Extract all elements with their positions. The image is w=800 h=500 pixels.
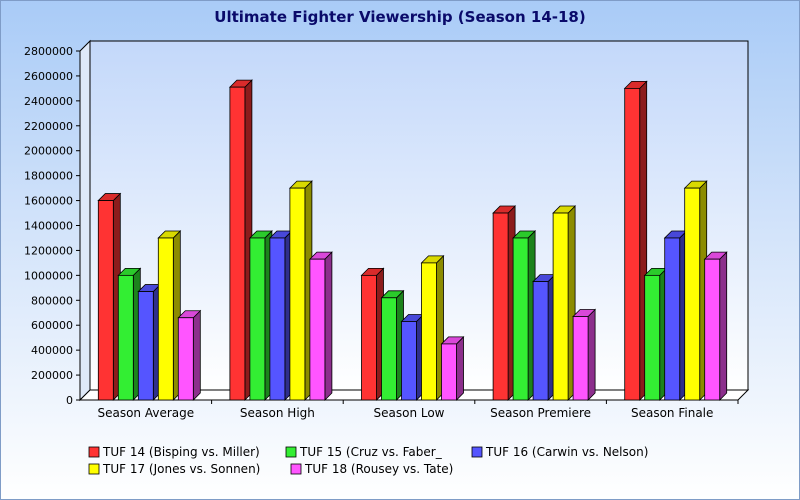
legend-swatch: [285, 446, 297, 458]
y-tick-label: 400000: [31, 344, 73, 357]
bar-front: [249, 237, 266, 401]
x-tick-label: Season High: [240, 406, 315, 420]
bar-front: [309, 258, 326, 401]
bar: [492, 205, 517, 401]
y-tick-label: 1200000: [24, 244, 73, 257]
bar-front: [177, 317, 194, 401]
y-tick-label: 1000000: [24, 269, 73, 282]
bar: [532, 273, 557, 401]
bar-front: [401, 321, 417, 401]
y-tick-label: 2800000: [24, 45, 73, 58]
y-tick-label: 1800000: [24, 170, 73, 183]
bar-front: [97, 200, 114, 401]
bar-front: [552, 212, 569, 401]
legend-item: TUF 18 (Rousey vs. Tate): [290, 462, 453, 476]
bar: [177, 309, 202, 401]
bar: [643, 267, 668, 401]
bar-front: [492, 212, 509, 401]
bar: [663, 229, 688, 401]
bar: [440, 335, 465, 401]
y-tick-label: 1400000: [24, 220, 73, 233]
bar-side: [456, 335, 464, 401]
bar-side: [587, 308, 596, 401]
bar: [117, 267, 142, 401]
legend-item: TUF 17 (Jones vs. Sonnen): [88, 462, 260, 476]
bar-front: [441, 343, 457, 401]
y-tick-label: 1600000: [24, 195, 73, 208]
bar-front: [157, 237, 174, 401]
bar: [137, 283, 162, 401]
bar-side: [719, 251, 728, 401]
bar: [420, 254, 445, 401]
bar-front: [572, 316, 589, 401]
y-tick-label: 200000: [31, 369, 73, 382]
bar: [703, 251, 728, 401]
legend-item: TUF 15 (Cruz vs. Faber_: [285, 445, 443, 459]
bar: [552, 205, 577, 401]
bar-front: [361, 274, 377, 401]
legend-swatch: [471, 446, 483, 458]
bar: [97, 192, 122, 401]
legend-swatch: [290, 463, 302, 475]
bar-front: [229, 86, 246, 401]
bar-front: [269, 237, 286, 401]
bar-front: [289, 187, 306, 401]
bar: [268, 229, 293, 401]
bar-side: [192, 309, 201, 401]
bar: [683, 180, 708, 401]
y-tick-label: 2200000: [24, 120, 73, 133]
x-tick-label: Season Finale: [631, 406, 713, 420]
legend-swatch: [88, 463, 100, 475]
legend-item: TUF 14 (Bisping vs. Miller): [88, 445, 260, 459]
bar: [512, 229, 537, 401]
y-tick-label: 2400000: [24, 95, 73, 108]
plot-side-wall: [79, 39, 91, 402]
bar: [288, 180, 313, 401]
bar-front: [512, 237, 529, 401]
bar: [308, 251, 333, 401]
x-tick-label: Season Average: [97, 406, 194, 420]
legend-item: TUF 16 (Carwin vs. Nelson): [471, 445, 648, 459]
bar-front: [381, 297, 397, 401]
bar-front: [624, 87, 641, 401]
bar: [360, 267, 385, 401]
bar: [623, 80, 648, 401]
bar-front: [684, 187, 701, 401]
bar: [380, 289, 405, 401]
bar-front: [137, 291, 154, 401]
bar: [228, 79, 253, 401]
bar: [400, 313, 425, 401]
legend-label: TUF 18 (Rousey vs. Tate): [304, 462, 453, 476]
chart-title: Ultimate Fighter Viewership (Season 14-1…: [214, 8, 585, 26]
bar-front: [117, 274, 134, 401]
y-tick-label: 0: [66, 394, 73, 407]
bar: [157, 229, 182, 401]
bar: [248, 229, 273, 401]
y-tick-label: 600000: [31, 319, 73, 332]
x-tick-label: Season Low: [374, 406, 445, 420]
x-tick-label: Season Premiere: [490, 406, 591, 420]
bar: [572, 308, 597, 401]
bar-side: [324, 251, 333, 401]
legend-swatch: [88, 446, 100, 458]
bar-front: [532, 281, 549, 401]
y-tick-label: 2600000: [24, 70, 73, 83]
y-tick-label: 2000000: [24, 145, 73, 158]
legend-label: TUF 15 (Cruz vs. Faber_: [299, 445, 443, 459]
legend: TUF 14 (Bisping vs. Miller) TUF 15 (Cruz …: [88, 445, 648, 476]
y-tick-label: 800000: [31, 294, 73, 307]
legend-label: TUF 17 (Jones vs. Sonnen): [102, 462, 260, 476]
bar-front: [421, 262, 437, 401]
legend-label: TUF 14 (Bisping vs. Miller): [102, 445, 260, 459]
bar-front: [704, 258, 721, 401]
legend-label: TUF 16 (Carwin vs. Nelson): [485, 445, 648, 459]
bar-front: [664, 237, 681, 401]
bar-front: [644, 274, 661, 401]
